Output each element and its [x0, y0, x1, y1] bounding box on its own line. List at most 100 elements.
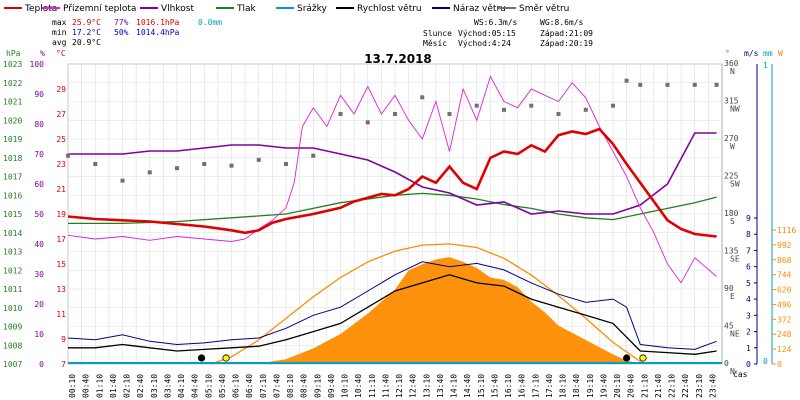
pressure-tick: 1019	[3, 135, 22, 144]
wind-dir-label: N	[730, 67, 735, 76]
humidity-tick: 0	[39, 360, 44, 369]
wind-dir-point	[175, 166, 179, 171]
x-tick: 20:40	[627, 374, 636, 398]
wind-dir-point	[365, 120, 370, 125]
wind-dir-label: NW	[730, 105, 740, 114]
pressure-tick: 1008	[3, 341, 22, 350]
wind-dir-label: E	[730, 292, 735, 301]
pressure-tick: 1016	[3, 191, 22, 200]
pressure-tick: 1014	[3, 229, 22, 238]
x-tick: 18:40	[572, 374, 581, 398]
legend-label: Srážky	[297, 4, 328, 14]
humidity-tick: 50	[34, 210, 44, 219]
wind-speed-tick: 5	[746, 279, 751, 288]
solar-area	[68, 257, 717, 364]
wind-dir-point	[338, 112, 343, 116]
legend: Teplota Přízemní teplota Vlhkost Tlak Srážky…	[4, 4, 569, 14]
wind-speed-tick: 9	[746, 214, 751, 223]
sun-moon-marker	[639, 354, 647, 362]
x-tick: 03:40	[163, 374, 172, 398]
wind-wg: WG:8.6m/s	[540, 18, 584, 27]
solar-tick: 744	[777, 271, 792, 280]
wind-speed-tick: 8	[746, 230, 751, 239]
wind-dir-tick: 90	[724, 284, 734, 293]
pressure-tick: 1015	[3, 210, 22, 219]
wind-dir-point	[529, 103, 534, 108]
humidity-tick: 70	[34, 150, 44, 159]
x-tick: 03:10	[150, 374, 159, 398]
humidity-tick: 20	[34, 300, 44, 309]
rain-tick: 1	[763, 61, 768, 70]
x-tick: 08:40	[300, 374, 309, 398]
wind-dir-point	[714, 82, 719, 87]
solar-tick: 372	[777, 315, 792, 324]
x-tick: 23:40	[708, 374, 717, 398]
ground-temp-line	[67, 75, 717, 284]
humidity-tick: 90	[34, 90, 44, 99]
pressure-tick: 1021	[3, 98, 22, 107]
wind-dir-point	[147, 170, 152, 175]
wind-dir-tick: 45	[724, 322, 734, 331]
wind-dir-point	[447, 112, 452, 116]
humidity-tick: 10	[34, 330, 44, 339]
wind-speed-tick: 4	[746, 295, 751, 304]
x-tick: 15:10	[477, 374, 486, 398]
x-tick: 01:10	[95, 374, 104, 398]
wind-dir-label: S	[730, 217, 735, 226]
pressure-tick: 1020	[3, 116, 22, 125]
x-tick: 14:10	[450, 374, 459, 398]
x-tick: 05:10	[204, 374, 213, 398]
humidity-line	[68, 132, 717, 215]
x-tick: 02:10	[123, 374, 132, 398]
x-tick: 08:10	[286, 374, 295, 398]
pressure-tick: 1018	[3, 154, 22, 163]
x-tick: 20:10	[613, 374, 622, 398]
wind-dir-point	[638, 82, 643, 87]
x-tick: 10:40	[354, 374, 363, 398]
wind-dir-point	[692, 82, 697, 87]
wind-dir-point	[311, 153, 316, 158]
wind-dir-tick: 135	[724, 247, 739, 256]
solar-tick: 496	[777, 300, 792, 309]
unit-mm: mm	[763, 49, 773, 58]
x-tick: 19:40	[599, 374, 608, 398]
temperature-tick: 17	[56, 235, 66, 244]
temperature-tick: 29	[56, 85, 66, 94]
moon-label: Měsíc	[423, 39, 447, 48]
sun-moon-marker	[197, 354, 206, 362]
wind-speed-tick: 1	[746, 344, 751, 353]
legend-label: Směr větru	[519, 4, 569, 14]
x-tick: 06:10	[232, 374, 241, 398]
unit-ms: m/s	[744, 49, 759, 58]
pressure-tick: 1022	[3, 79, 22, 88]
wind-dir-point	[284, 162, 288, 166]
x-tick: 11:10	[368, 374, 377, 398]
x-tick: 21:10	[640, 374, 649, 398]
stats-max-rain: 0.0mm	[198, 18, 222, 27]
sun-rise: Východ:05:15	[458, 29, 516, 38]
x-tick: 14:40	[463, 374, 472, 398]
wind-dir-point	[474, 103, 479, 108]
wind-dir-tick: 0	[724, 359, 729, 368]
unit-hpa: hPa	[6, 49, 21, 58]
axes: 1023102210211020101910181017101610151014…	[3, 59, 796, 398]
wind-dir-tick: 225	[724, 172, 739, 181]
temperature-tick: 13	[56, 285, 66, 294]
pressure-tick: 1017	[3, 173, 22, 182]
moon-set: Západ:20:19	[540, 39, 593, 48]
x-tick: 09:40	[327, 374, 336, 398]
wind-speed-tick: 0	[746, 360, 751, 369]
wind-dir-label: N	[730, 367, 735, 376]
sun-moon-marker	[623, 354, 631, 362]
legend-label: Vlhkost	[161, 4, 194, 14]
wind-speed-tick: 2	[746, 328, 751, 337]
wind-dir-label: SE	[730, 255, 740, 264]
wind-dir-tick: 180	[724, 209, 739, 218]
solar-tick: 124	[777, 345, 792, 354]
solar-theoretical-line	[210, 243, 645, 365]
unit-cas: čas	[733, 369, 748, 379]
wind-dir-label: W	[730, 142, 735, 151]
x-tick: 22:10	[668, 374, 677, 398]
x-tick: 15:40	[490, 374, 499, 398]
